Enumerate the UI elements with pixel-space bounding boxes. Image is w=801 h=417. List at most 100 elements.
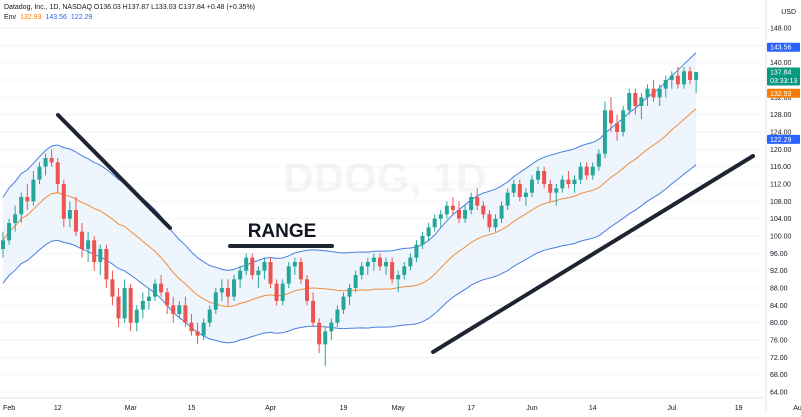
y-tick-label: 124.00: [770, 130, 792, 137]
candle: [335, 305, 340, 327]
candle: [371, 253, 376, 271]
candle-body: [578, 166, 583, 180]
chart-legend: Datadog, Inc., 1D, NASDAQ O136.03 H137.8…: [4, 3, 255, 23]
candle-body: [390, 262, 395, 280]
x-tick-label: 12: [54, 405, 62, 412]
candle-body: [232, 279, 237, 297]
x-tick-label: 19: [735, 405, 743, 412]
candle: [201, 318, 206, 340]
candle-body: [384, 262, 389, 267]
candle: [499, 201, 504, 223]
candle-body: [305, 279, 309, 301]
candle: [578, 162, 583, 184]
y-tick-label: 72.00: [770, 355, 788, 362]
candle: [128, 283, 133, 332]
candle: [365, 257, 370, 275]
x-tick-label: Jun: [526, 405, 537, 412]
range-label: RANGE: [248, 221, 317, 242]
candle-body: [457, 210, 461, 219]
candle-body: [341, 296, 346, 310]
candle-body: [517, 184, 522, 197]
candle: [238, 266, 243, 288]
candle: [694, 71, 699, 93]
x-tick-label: Mar: [125, 405, 138, 412]
candle: [13, 205, 18, 232]
candle-body: [268, 262, 273, 284]
candle: [651, 80, 656, 102]
candle: [207, 305, 212, 327]
candle: [122, 279, 127, 323]
y-tick-label: 148.00: [770, 26, 792, 33]
candle: [43, 153, 48, 176]
candle-body: [262, 262, 267, 271]
y-tick-label: 132.00: [770, 95, 792, 102]
candle: [438, 210, 443, 228]
candle: [311, 292, 316, 327]
candle: [669, 71, 674, 89]
candle: [511, 179, 516, 197]
candle: [110, 270, 115, 306]
candle: [657, 84, 662, 106]
candle: [274, 279, 279, 306]
candle: [450, 197, 455, 215]
candle: [262, 257, 267, 280]
envelope-upper-line: [2, 52, 697, 271]
candle: [572, 175, 577, 193]
candle-body: [420, 236, 425, 245]
candle: [457, 201, 461, 223]
y-tick-label: 92.00: [770, 268, 788, 275]
candle-body: [633, 93, 638, 106]
candle-body: [414, 244, 419, 258]
candle: [645, 84, 650, 106]
candle-body: [536, 171, 541, 180]
candle: [256, 266, 261, 288]
price-tag-value: 143.56: [770, 45, 792, 52]
candle-body: [134, 309, 139, 323]
candle: [250, 253, 255, 280]
candle-body: [596, 153, 601, 167]
candle: [663, 75, 668, 98]
candle: [55, 158, 60, 193]
y-tick-label: 120.00: [770, 147, 792, 154]
x-tick-label: Aug: [793, 405, 801, 412]
candle-body: [353, 275, 358, 288]
candle-body: [651, 88, 656, 98]
candle-body: [377, 257, 382, 267]
candle: [67, 201, 72, 228]
candle-body: [244, 257, 249, 271]
candle: [213, 288, 218, 314]
candle: [171, 296, 176, 323]
candle-body: [122, 288, 127, 319]
candle: [177, 301, 182, 319]
candle-body: [469, 197, 474, 210]
candle: [189, 314, 194, 336]
y-tick-label: 128.00: [770, 112, 792, 119]
candle-body: [128, 288, 133, 323]
candle: [225, 279, 230, 306]
envelope-upper-value: 143.56: [45, 14, 67, 21]
candle: [481, 201, 486, 219]
candle-body: [444, 205, 449, 215]
candle-body: [292, 262, 297, 267]
candle-body: [238, 270, 243, 280]
candle: [487, 210, 492, 232]
candle-body: [627, 93, 632, 111]
candle-body: [688, 71, 693, 80]
candle: [396, 270, 401, 293]
candle-body: [189, 322, 194, 332]
candle-body: [493, 218, 498, 228]
price-tag-countdown: 03:33:13: [770, 78, 797, 85]
candle: [596, 149, 601, 171]
candle-body: [7, 223, 12, 241]
candle-body: [615, 123, 620, 132]
candle: [390, 257, 395, 284]
candle-body: [98, 249, 103, 262]
candle-body: [1, 240, 5, 249]
candle: [153, 279, 157, 301]
candle-body: [572, 179, 577, 184]
envelope-basis-value: 132.93: [20, 14, 42, 21]
candle: [475, 188, 480, 210]
